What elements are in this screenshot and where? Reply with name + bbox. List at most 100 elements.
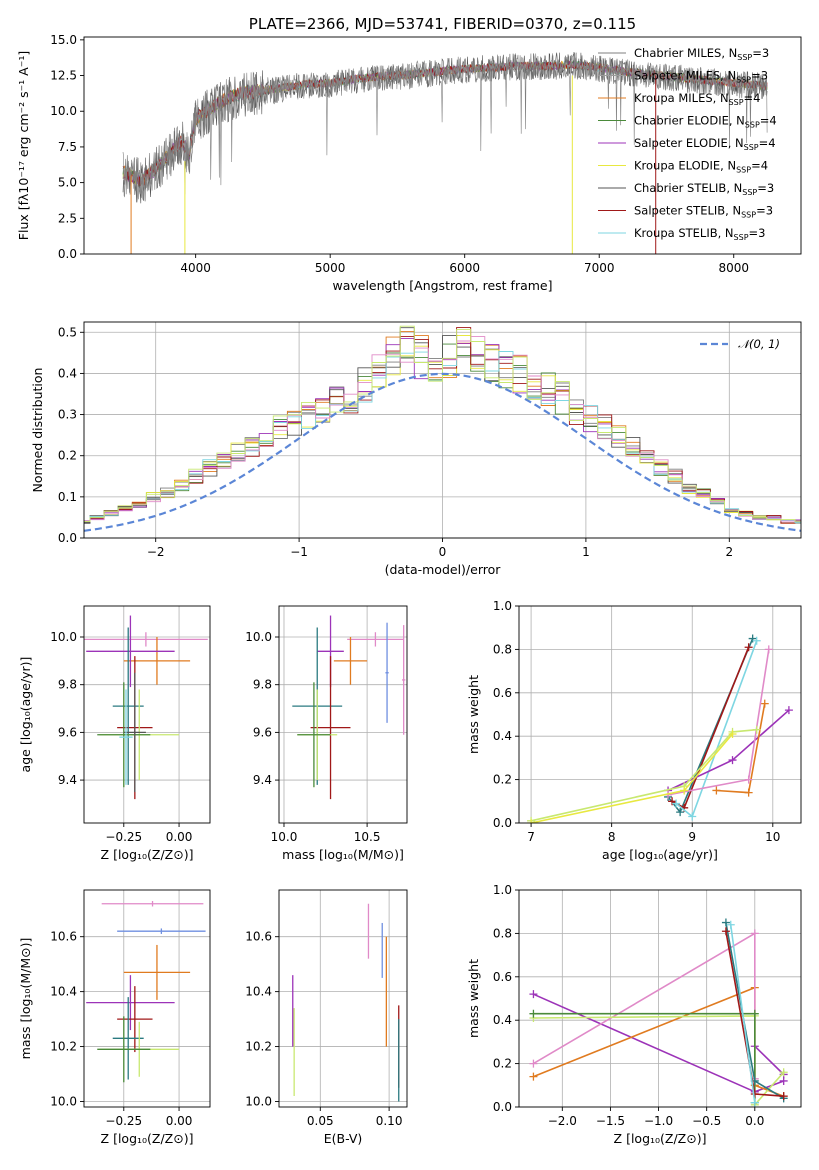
y-tick-label: 0.2 (493, 773, 512, 787)
y-tick-label: 0.3 (58, 408, 77, 422)
weight-marker (728, 730, 737, 739)
x-axis-label: Z [log₁₀(Z/Z⊙)] (101, 847, 194, 862)
histogram-series-4 (84, 337, 801, 523)
weight-marker (752, 636, 761, 645)
x-tick-label: −1.0 (644, 1114, 673, 1128)
axes-frame (83, 605, 211, 824)
histogram-series-10 (84, 325, 801, 523)
y-tick-label: 7.5 (58, 140, 77, 154)
y-tick-label: 0.0 (58, 247, 77, 261)
legend-entry: Chabrier STELIB, NSSP=3 (634, 181, 774, 197)
x-axis-label: (data-model)/error (385, 562, 502, 577)
x-tick-label: 0.0 (745, 1114, 764, 1128)
legend-entry: Salpeter STELIB, NSSP=3 (634, 204, 773, 220)
legend-entry-value: =3 (756, 204, 773, 218)
y-tick-label: 0.0 (493, 1100, 512, 1114)
plot-area (86, 900, 206, 1083)
x-tick-label: 2 (725, 545, 733, 559)
y-tick-label: 10.0 (50, 1095, 77, 1109)
y-tick-label: 2.5 (58, 211, 77, 225)
mass-vs-EBV-chart: 0.05 0.10 10.0 10.2 10.4 10.6 E(B-V) (245, 889, 408, 1146)
x-tick-label: −0.25 (105, 1114, 142, 1128)
legend-entry-name: Salpeter ELODIE, N (634, 136, 744, 150)
legend: 𝒩(0, 1) (700, 337, 780, 351)
weight-marker (676, 808, 685, 817)
weight-marker (760, 699, 769, 708)
x-axis-label: mass [log₁₀(M/M⊙)] (282, 847, 404, 862)
axes-frame (278, 605, 408, 824)
weight-marker (779, 1068, 788, 1077)
legend-entry-subscript: SSP (729, 98, 744, 107)
legend-entry-subscript: SSP (745, 121, 760, 130)
y-tick-label: 0.4 (493, 729, 512, 743)
x-tick-label: 8000 (718, 261, 749, 275)
y-tick-label: 1.0 (493, 599, 512, 613)
spectrum-chart: 4000 5000 6000 7000 8000 0.0 2.5 5.0 7.5 10.0 12.5… (16, 15, 802, 293)
x-tick-label: −2.0 (548, 1114, 577, 1128)
y-tick-label: 0.8 (493, 642, 512, 656)
y-tick-label: 0.6 (493, 686, 512, 700)
x-tick-label: 10.0 (271, 830, 298, 844)
y-tick-label: 9.6 (58, 725, 77, 739)
y-tick-label: 9.8 (58, 678, 77, 692)
weight-marker (529, 1072, 538, 1081)
weight-marker (750, 929, 759, 938)
weight-marker (672, 799, 681, 808)
age-vs-mass-chart: 10.0 10.5 9.4 9.6 9.8 10.0 mass [log₁₀(M/M⊙)] (245, 605, 408, 862)
y-tick-label: 10.0 (50, 630, 77, 644)
weight-marker (668, 797, 677, 806)
legend-entry-value: =3 (752, 46, 769, 60)
y-tick-label: 10.4 (245, 985, 272, 999)
weight-line (532, 932, 756, 1079)
y-tick-label: 10.6 (245, 930, 272, 944)
chart-title: PLATE=2366, MJD=53741, FIBERID=0370, z=0… (249, 15, 636, 33)
legend-entry-name: Chabrier STELIB, N (634, 181, 742, 195)
x-tick-label: −0.25 (105, 830, 142, 844)
normal-curve (84, 372, 801, 532)
residuals-chart: −2 −1 0 1 2 0.0 0.1 0.2 0.3 0.4 0.5 𝒩(0, 1) (data-mo… (30, 321, 802, 577)
y-tick-label: 5.0 (58, 176, 77, 190)
weight-marker (529, 1009, 538, 1018)
weight-marker (721, 918, 730, 927)
plot-area (529, 918, 788, 1107)
legend-entry-subscript: SSP (737, 53, 752, 62)
weight-line (530, 733, 734, 823)
weight-line (530, 728, 757, 822)
x-tick-label: 6000 (449, 261, 480, 275)
legend-entry-value: =4 (760, 114, 777, 128)
x-tick-label: 0.10 (376, 1114, 403, 1128)
y-tick-label: 10.0 (50, 104, 77, 118)
x-tick-label: 9 (688, 830, 696, 844)
weight-marker (750, 1009, 759, 1018)
legend-entry-value: =3 (751, 69, 768, 83)
x-tick-label: 8 (608, 830, 616, 844)
x-tick-label: 0.00 (166, 830, 193, 844)
mass-vs-Z-chart: −0.25 0.00 10.0 10.2 10.4 10.6 Z [log₁₀(Z/Z⊙)]… (18, 889, 211, 1146)
x-tick-label: −2 (147, 545, 165, 559)
y-tick-label: 0.4 (493, 1013, 512, 1027)
legend-entry-value: =4 (759, 136, 776, 150)
y-axis-label: mass weight (466, 959, 481, 1038)
plot-area (84, 615, 208, 800)
age-vs-Z-chart: −0.25 0.00 9.4 9.6 9.8 10.0 Z [log₁₀(Z/Z⊙)] age… (18, 605, 211, 862)
plot-area (292, 903, 400, 1102)
x-tick-label: −1.5 (596, 1114, 625, 1128)
y-tick-label: 0.5 (58, 325, 77, 339)
legend-entry-subscript: SSP (736, 76, 751, 85)
x-tick-label: 10 (765, 830, 780, 844)
weight-marker (752, 725, 761, 734)
legend-entry-value: =3 (757, 181, 774, 195)
massweight-vs-Z-chart: −2.0 −1.5 −1.0 −0.5 0.0 0.0 0.2 0.4 0.6 0.8 1.0 Z [… (466, 883, 802, 1146)
y-tick-label: 0.6 (493, 970, 512, 984)
weight-marker (728, 756, 737, 765)
legend-entry-name: Salpeter STELIB, N (634, 204, 741, 218)
weight-marker (721, 927, 730, 936)
x-tick-label: 0 (439, 545, 447, 559)
legend-entry: Salpeter MILES, NSSP=3 (634, 69, 768, 85)
weight-marker (748, 634, 757, 643)
y-tick-label: 0.0 (58, 531, 77, 545)
y-tick-label: 15.0 (50, 33, 77, 47)
x-tick-label: −0.5 (692, 1114, 721, 1128)
legend-entry-subscript: SSP (741, 211, 756, 220)
